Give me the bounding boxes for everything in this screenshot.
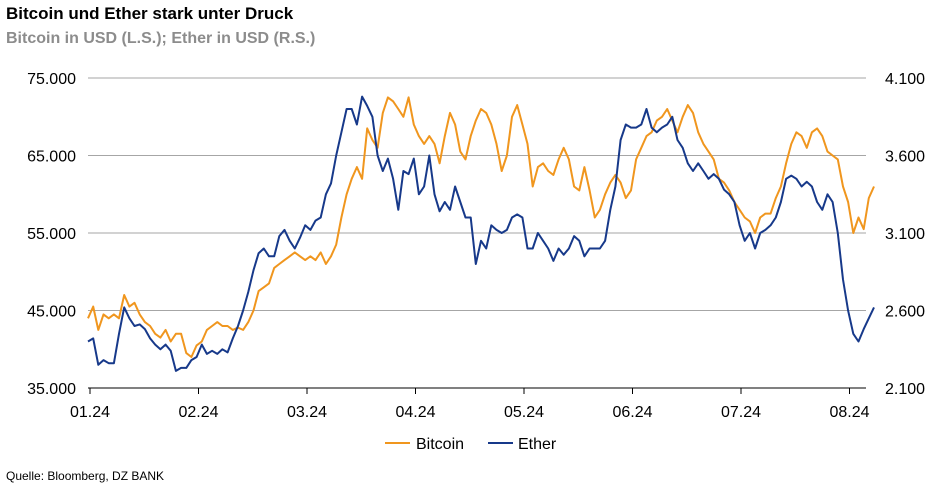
x-tick-label: 04.24 bbox=[395, 404, 435, 421]
left-tick-label: 35.000 bbox=[27, 381, 76, 398]
x-axis: 01.24 02.24 03.24 04.24 05.24 06.24 07.24 08.24 bbox=[70, 388, 870, 421]
chart-title: Bitcoin und Ether stark unter Druck bbox=[6, 4, 294, 23]
right-tick-label: 2.600 bbox=[885, 304, 925, 321]
right-tick-label: 3.600 bbox=[885, 149, 925, 166]
left-tick-label: 65.000 bbox=[27, 149, 76, 166]
chart-subtitle: Bitcoin in USD (L.S.); Ether in USD (R.S… bbox=[6, 30, 316, 47]
source-note: Quelle: Bloomberg, DZ BANK bbox=[6, 469, 165, 483]
right-tick-label: 3.100 bbox=[885, 226, 925, 243]
x-tick-label: 02.24 bbox=[178, 404, 218, 421]
x-tick-label: 05.24 bbox=[504, 404, 544, 421]
left-tick-label: 55.000 bbox=[27, 226, 76, 243]
x-tick-label: 08.24 bbox=[829, 404, 869, 421]
series-line-bitcoin bbox=[87, 96, 875, 358]
series-line-ether bbox=[87, 95, 875, 372]
left-tick-label: 75.000 bbox=[27, 71, 76, 88]
right-tick-label: 4.100 bbox=[885, 71, 925, 88]
x-tick-label: 06.24 bbox=[612, 404, 652, 421]
legend-label-ether: Ether bbox=[518, 436, 557, 453]
legend: Bitcoin Ether bbox=[385, 436, 557, 453]
x-tick-label: 03.24 bbox=[287, 404, 327, 421]
right-tick-label: 2.100 bbox=[885, 381, 925, 398]
x-tick-label: 07.24 bbox=[721, 404, 761, 421]
left-tick-label: 45.000 bbox=[27, 304, 76, 321]
x-tick-label: 01.24 bbox=[70, 404, 110, 421]
left-axis-ticks: 75.000 65.000 55.000 45.000 35.000 bbox=[27, 71, 76, 398]
legend-label-bitcoin: Bitcoin bbox=[416, 436, 464, 453]
right-axis-ticks: 4.100 3.600 3.100 2.600 2.100 bbox=[885, 71, 925, 398]
gridlines bbox=[88, 77, 866, 389]
series-lines bbox=[87, 95, 875, 372]
